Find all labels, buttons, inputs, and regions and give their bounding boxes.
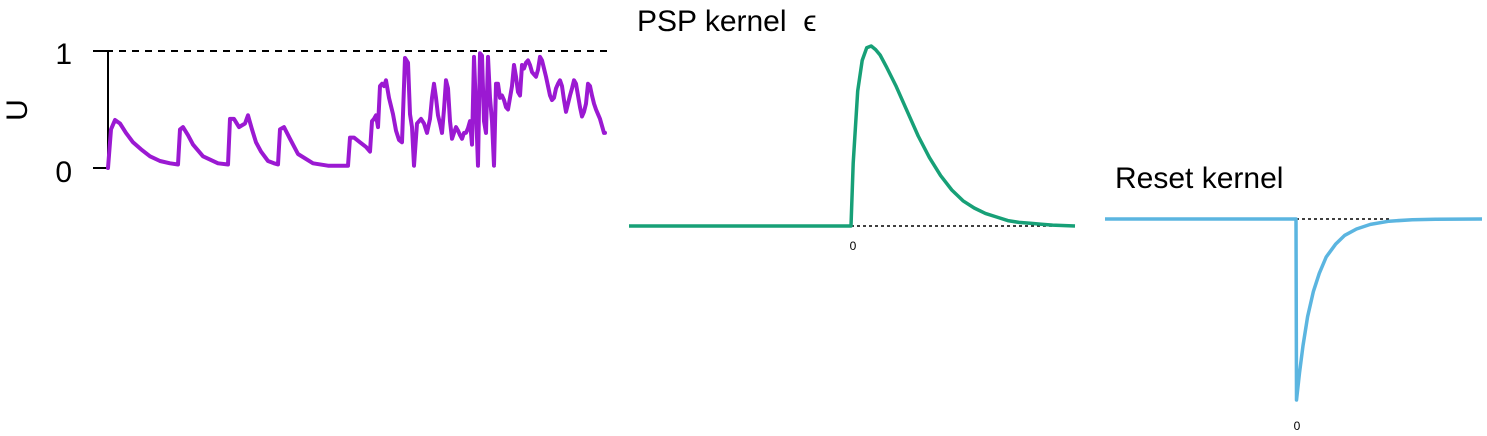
psp-kernel-title: PSP kernel ϵ xyxy=(637,5,816,38)
psp-kernel-series xyxy=(629,44,1076,228)
psp-x-tick-label-0: 0 xyxy=(850,239,857,253)
y-axis-label: U xyxy=(1,99,34,121)
membrane-potential-panel: 1 0 U xyxy=(1,38,608,189)
y-tick-label-0: 0 xyxy=(55,156,72,189)
membrane-potential-series xyxy=(106,51,607,170)
reset-kernel-panel: Reset kernel 0 xyxy=(1105,162,1483,433)
reset-x-tick-label-0: 0 xyxy=(1294,419,1301,433)
reset-kernel-series xyxy=(1105,217,1483,402)
psp-kernel-panel: PSP kernel ϵ 0 xyxy=(629,5,1076,253)
y-tick-label-1: 1 xyxy=(55,38,72,71)
reset-kernel-title: Reset kernel xyxy=(1115,162,1283,195)
